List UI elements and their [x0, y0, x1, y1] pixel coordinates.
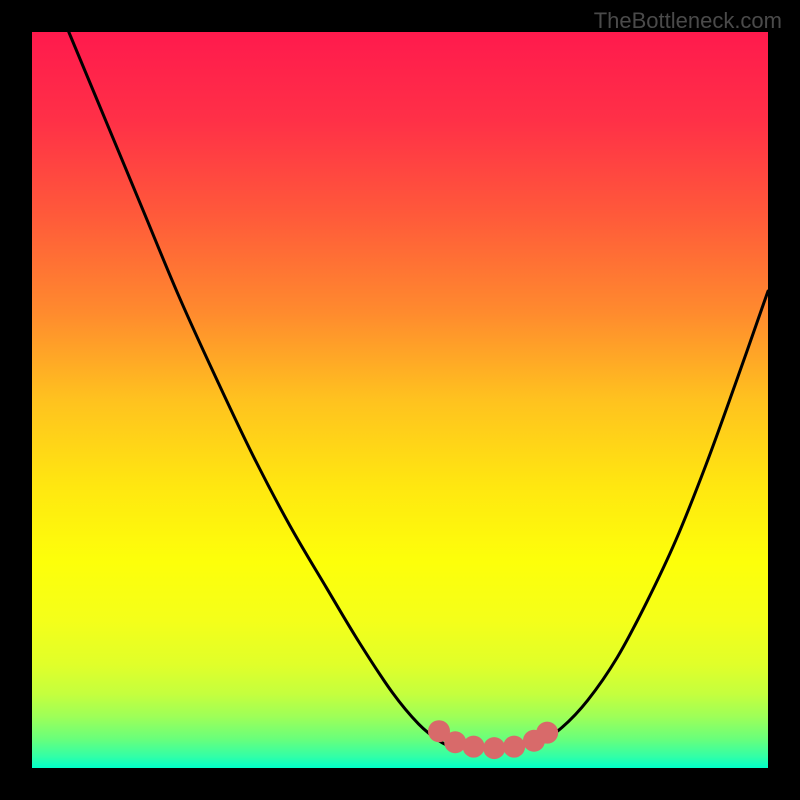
optimal-marker [463, 736, 485, 758]
watermark-text: TheBottleneck.com [594, 8, 782, 34]
gradient-background [32, 32, 768, 768]
bottleneck-chart [0, 0, 800, 800]
optimal-marker [503, 736, 525, 758]
optimal-marker [483, 737, 505, 759]
optimal-marker [444, 731, 466, 753]
optimal-marker [536, 722, 558, 744]
chart-container: TheBottleneck.com [0, 0, 800, 800]
